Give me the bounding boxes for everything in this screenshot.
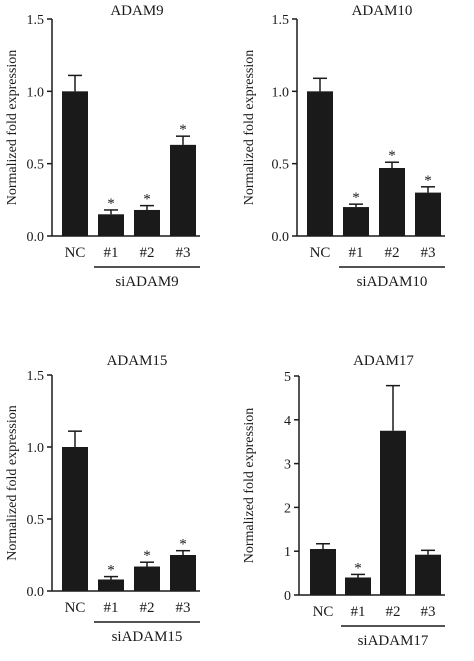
chart-adam15: ADAM15 Normalized fold expression 0.0 0.5 1.… [5,353,200,645]
bar [380,430,406,595]
bar [98,579,124,591]
x-tick-label: NC [65,245,86,261]
x-tick-label: #3 [176,245,191,261]
significance-marker: * [143,548,151,564]
significance-marker: * [388,148,396,164]
x-tick-label: #1 [104,245,119,261]
bar [307,91,333,236]
y-tick-label: 2 [284,501,291,516]
significance-marker: * [107,196,115,212]
group-label: siADAM9 [115,274,178,290]
bar [345,577,371,595]
y-tick-label: 0.5 [27,513,45,528]
x-tick-label: #3 [421,604,436,620]
x-tick-label: NC [310,245,331,261]
significance-marker: * [354,560,362,576]
y-tick-label: 1 [284,545,291,560]
group-label: siADAM15 [112,629,183,645]
chart-adam9: ADAM9 Normalized fold expression 0.0 0.5 1.0… [5,3,200,290]
bar [310,549,336,595]
significance-marker: * [352,190,360,206]
bar [98,214,124,236]
x-tick-label: NC [65,600,86,616]
significance-marker: * [424,173,432,189]
bar [415,192,441,236]
y-tick-label: 0.5 [272,158,290,173]
chart-adam10: ADAM10 Normalized fold expression 0.0 0.5 1.… [242,3,445,290]
y-axis-label: Normalized fold expression [5,50,20,206]
x-tick-label: NC [313,604,334,620]
y-tick-label: 1.5 [27,369,45,384]
x-tick-label: #1 [349,245,364,261]
x-tick-label: #1 [351,604,366,620]
y-tick-label: 0.5 [27,158,45,173]
x-tick-label: #2 [140,245,155,261]
chart-title: ADAM17 [353,353,414,369]
significance-marker: * [179,122,187,138]
bar [170,144,196,236]
bar [134,209,160,236]
significance-marker: * [143,192,151,208]
x-tick-label: #1 [104,600,119,616]
y-tick-label: 0.0 [27,230,45,245]
x-tick-label: #3 [176,600,191,616]
bar [134,566,160,591]
bar [379,168,405,236]
y-tick-label: 0 [284,589,291,604]
bar [62,447,88,591]
y-tick-label: 1.0 [27,441,45,456]
bar [62,91,88,236]
y-tick-label: 1.5 [27,13,45,28]
chart-title: ADAM15 [107,353,168,369]
y-tick-label: 1.0 [272,85,290,100]
chart-adam17: ADAM17 Normalized fold expression 0 1 2 3 4 5 NC… [242,353,445,649]
group-label: siADAM10 [357,274,428,290]
y-axis-label: Normalized fold expression [5,405,20,561]
y-tick-label: 3 [284,458,291,473]
chart-title: ADAM9 [110,3,163,19]
y-tick-label: 1.0 [27,85,45,100]
y-tick-label: 4 [284,414,291,429]
y-tick-label: 1.5 [272,13,290,28]
y-tick-label: 0.0 [27,585,45,600]
x-tick-label: #3 [421,245,436,261]
x-tick-label: #2 [385,245,400,261]
bar [343,207,369,236]
chart-title: ADAM10 [352,3,413,19]
y-axis-label: Normalized fold expression [242,50,257,206]
x-tick-label: #2 [386,604,401,620]
significance-marker: * [107,563,115,579]
bar [415,554,441,595]
y-tick-label: 0.0 [272,230,290,245]
significance-marker: * [179,537,187,553]
y-tick-label: 5 [284,370,291,385]
y-axis-label: Normalized fold expression [242,408,257,564]
bar [170,555,196,591]
group-label: siADAM17 [358,633,429,649]
x-tick-label: #2 [140,600,155,616]
